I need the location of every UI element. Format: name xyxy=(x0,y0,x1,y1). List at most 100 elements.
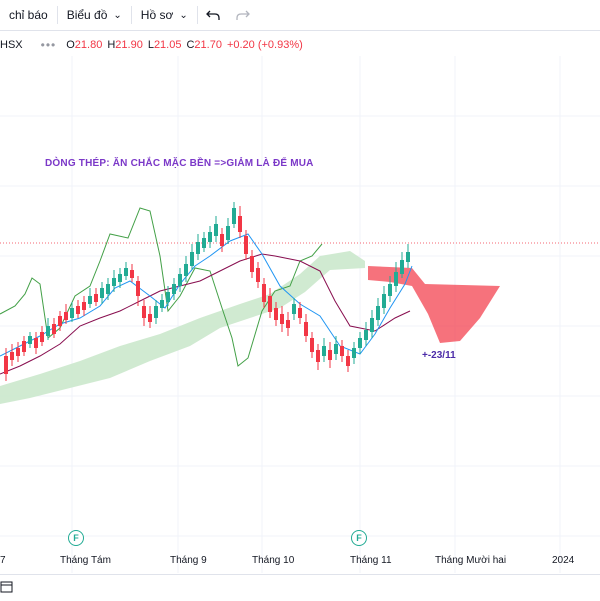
candle-body xyxy=(358,338,362,348)
candle-body xyxy=(250,256,254,272)
candle-body xyxy=(160,300,164,308)
candle-body xyxy=(64,312,68,320)
high-value: 21.90 xyxy=(115,39,143,51)
profile-menu-button[interactable]: Hồ sơ ⌄ xyxy=(132,0,197,30)
chart-canvas[interactable] xyxy=(0,56,600,573)
chevron-down-icon: ⌄ xyxy=(179,9,188,21)
close-label: C xyxy=(186,39,195,51)
candle-body xyxy=(364,330,368,340)
candle-body xyxy=(70,308,74,318)
time-label: Tháng 9 xyxy=(170,555,207,566)
candle-body xyxy=(136,281,140,296)
candle-body xyxy=(58,316,62,326)
ichimoku-cloud-bear xyxy=(368,266,500,343)
candle-body xyxy=(196,242,200,254)
candle-body xyxy=(334,344,338,354)
high-label: H xyxy=(107,39,116,51)
low-value: 21.05 xyxy=(153,39,182,51)
candle-body xyxy=(202,238,206,248)
time-axis[interactable]: 7 Tháng Tám Tháng 9 Tháng 10 Tháng 11 Th… xyxy=(0,549,600,573)
candle-body xyxy=(40,332,44,342)
candle-body xyxy=(190,252,194,266)
event-marker[interactable]: F xyxy=(351,530,367,546)
candle-body xyxy=(94,294,98,302)
candle-body xyxy=(208,232,212,242)
candle-body xyxy=(28,336,32,344)
candle-body xyxy=(274,308,278,320)
candle-body xyxy=(238,216,242,232)
symbol-legend: HSX ••• O 21.80 H 21.90 L 21.05 C 21.70 +0.2… xyxy=(0,34,308,56)
candle-body xyxy=(346,356,350,366)
candle-body xyxy=(370,318,374,332)
candle-body xyxy=(130,270,134,278)
candle-body xyxy=(316,350,320,362)
candle-body xyxy=(394,272,398,286)
candle-body xyxy=(88,296,92,304)
top-toolbar: chỉ báo Biểu đồ ⌄ Hồ sơ ⌄ xyxy=(0,0,600,31)
time-label: Tháng 10 xyxy=(252,555,295,566)
indicators-button[interactable]: chỉ báo xyxy=(0,0,57,30)
candle-body xyxy=(352,348,356,358)
price-chart[interactable] xyxy=(0,56,600,573)
charts-menu-button[interactable]: Biểu đồ ⌄ xyxy=(58,0,131,30)
candle-body xyxy=(52,324,56,334)
profile-label: Hồ sơ xyxy=(140,8,174,22)
candle-body xyxy=(118,274,122,282)
chart-note[interactable]: +-23/11 xyxy=(422,350,456,361)
candle-body xyxy=(214,224,218,236)
redo-icon[interactable] xyxy=(228,0,258,30)
candle-body xyxy=(262,284,266,302)
undo-icon[interactable] xyxy=(198,0,228,30)
candle-body xyxy=(184,264,188,276)
candle-body xyxy=(10,352,14,360)
candle-body xyxy=(4,356,8,374)
candle-body xyxy=(226,226,230,240)
candle-body xyxy=(148,314,152,322)
candle-body xyxy=(154,306,158,318)
open-label: O xyxy=(66,39,75,51)
chikou-span-line xyxy=(0,207,323,367)
candle-body xyxy=(178,274,182,286)
candle-body xyxy=(166,292,170,302)
change-value: +0.20 (+0.93%) xyxy=(226,39,303,51)
time-label: Tháng Mười hai xyxy=(435,555,507,566)
candle-body xyxy=(310,338,314,352)
time-label: 2024 xyxy=(552,555,575,566)
candle-body xyxy=(100,288,104,298)
candle-body xyxy=(286,320,290,328)
candle-body xyxy=(280,314,284,324)
candle-body xyxy=(328,350,332,360)
time-label: Tháng Tám xyxy=(60,555,111,566)
candle-body xyxy=(304,322,308,336)
candle-body xyxy=(106,284,110,294)
candle-body xyxy=(172,284,176,294)
candle-body xyxy=(244,236,248,254)
candle-body xyxy=(232,208,236,224)
chevron-down-icon: ⌄ xyxy=(113,9,122,21)
toolbar-divider xyxy=(196,6,198,24)
candle-body xyxy=(220,234,224,246)
symbol-name[interactable]: HSX xyxy=(0,39,23,51)
time-label: Tháng 11 xyxy=(350,555,392,566)
candle-body xyxy=(388,284,392,296)
candle-body xyxy=(82,302,86,310)
candle-body xyxy=(76,306,80,314)
chart-annotation[interactable]: DÒNG THÉP: ĂN CHẮC MẶC BỀN =>GIẢM LÀ ĐỂ … xyxy=(45,158,314,169)
candle-body xyxy=(376,306,380,320)
candle-body xyxy=(268,296,272,312)
candle-body xyxy=(112,278,116,286)
close-value: 21.70 xyxy=(194,39,222,51)
indicators-label: chỉ báo xyxy=(9,8,48,22)
event-marker[interactable]: F xyxy=(68,530,84,546)
toolbar-divider xyxy=(56,6,58,24)
more-dots-icon[interactable]: ••• xyxy=(40,38,57,52)
candle-body xyxy=(34,338,38,348)
calendar-icon[interactable] xyxy=(0,580,14,594)
kijun-line xyxy=(0,253,411,375)
toolbar-divider xyxy=(130,6,132,24)
candle-body xyxy=(406,252,410,262)
candle-body xyxy=(256,268,260,282)
time-label: 7 xyxy=(0,555,6,566)
low-label: L xyxy=(147,39,154,51)
candle-body xyxy=(16,348,20,356)
